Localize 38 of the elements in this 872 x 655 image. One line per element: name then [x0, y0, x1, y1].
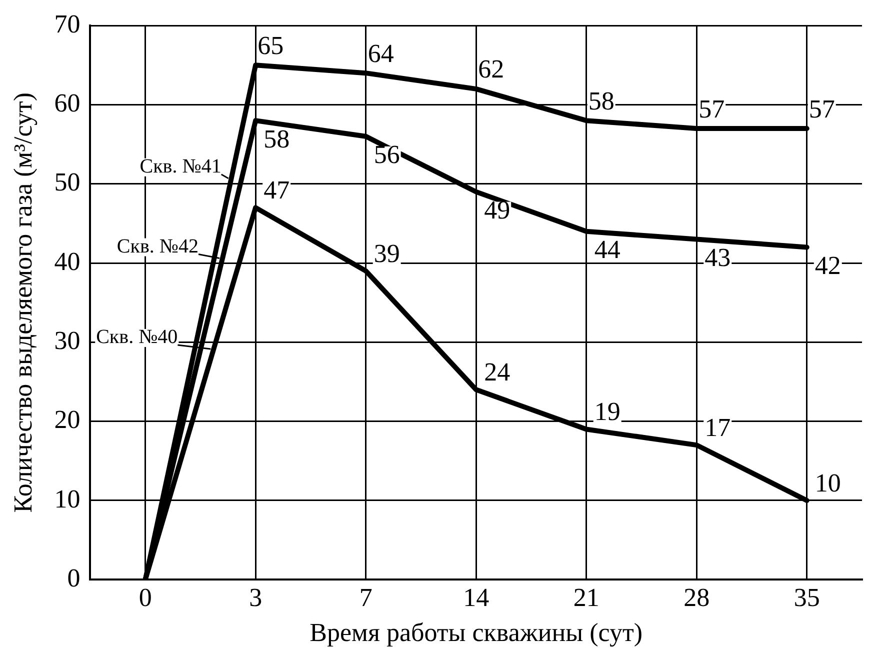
data-label: 62 — [478, 54, 504, 84]
data-label: 58 — [264, 124, 290, 154]
y-tick-label: 0 — [67, 563, 80, 592]
x-tick-label: 21 — [573, 583, 600, 612]
x-tick-label: 0 — [138, 583, 152, 612]
data-label: 57 — [808, 94, 835, 124]
y-tick-label: 70 — [54, 9, 80, 38]
data-label: 56 — [374, 140, 400, 170]
y-tick-label: 10 — [54, 484, 80, 514]
legend-label: Скв. №42 — [116, 236, 199, 258]
x-tick-label: 35 — [794, 583, 820, 612]
legend-label: Скв. №40 — [96, 326, 178, 348]
data-label: 10 — [814, 468, 841, 498]
x-tick-label: 7 — [359, 583, 372, 612]
data-label: 19 — [594, 397, 620, 426]
data-label: 44 — [594, 235, 620, 264]
x-tick-label: 28 — [684, 583, 710, 612]
data-label: 49 — [484, 196, 510, 225]
data-label: 47 — [264, 175, 290, 204]
data-label: 57 — [698, 94, 725, 124]
y-axis-title: Количество выделяемого газа (м³/сут) — [8, 92, 38, 513]
y-tick-label: 20 — [54, 405, 80, 434]
x-tick-label: 14 — [463, 583, 490, 612]
data-label: 58 — [588, 86, 614, 116]
data-label: 43 — [704, 243, 731, 272]
data-label: 42 — [814, 251, 841, 280]
y-tick-label: 50 — [54, 168, 80, 197]
x-tick-label: 3 — [249, 583, 262, 612]
y-tick-label: 40 — [54, 246, 80, 276]
data-label: 24 — [484, 357, 510, 386]
data-label: 17 — [704, 412, 731, 442]
y-tick-label: 30 — [54, 326, 80, 355]
y-tick-label: 60 — [54, 88, 80, 118]
x-axis-title: Время работы скважины (сут) — [310, 618, 643, 648]
data-label: 64 — [368, 38, 394, 68]
data-label: 65 — [258, 31, 284, 60]
legend-label: Скв. №41 — [140, 156, 222, 178]
data-label: 39 — [374, 238, 400, 268]
